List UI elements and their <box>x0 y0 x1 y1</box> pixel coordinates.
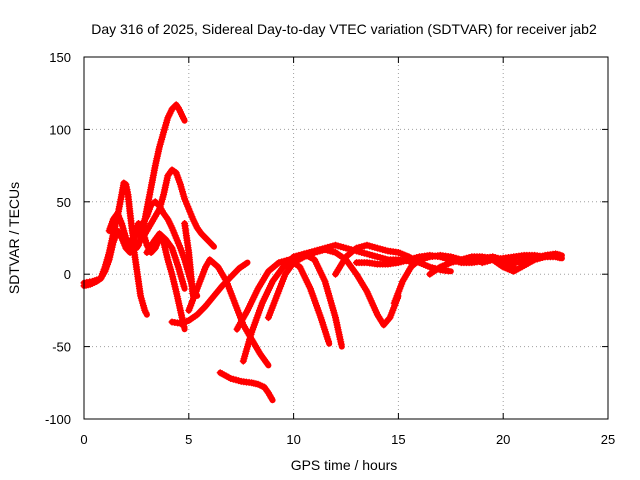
data-point-marker <box>180 282 188 290</box>
x-tick-label: 25 <box>601 432 615 447</box>
data-point-marker <box>230 270 238 278</box>
y-tick-label: -50 <box>52 340 71 355</box>
series-arc-2 <box>80 101 188 287</box>
series-arc-6 <box>143 230 188 292</box>
data-point-marker <box>227 273 235 281</box>
data-point-marker <box>180 115 188 122</box>
series-arc-7 <box>181 220 197 299</box>
y-tick-label: 100 <box>49 122 71 137</box>
series-arc-19 <box>478 252 559 275</box>
data-point-marker <box>267 394 275 402</box>
x-tick-label: 20 <box>496 432 510 447</box>
data-point-marker <box>444 267 452 275</box>
series-arc-12 <box>239 250 345 365</box>
x-tick-label: 5 <box>185 432 192 447</box>
series-arc-5 <box>130 249 150 318</box>
plot-frame <box>83 56 609 420</box>
series-arc-11 <box>233 256 333 347</box>
data-point-marker <box>195 309 203 317</box>
chart-title: Day 316 of 2025, Sidereal Day-to-day VTE… <box>91 21 597 37</box>
y-tick-label: 150 <box>49 50 71 65</box>
data-point-marker <box>200 304 208 312</box>
data-point-marker <box>142 309 150 317</box>
data-point-marker <box>193 311 201 319</box>
series-layer <box>80 101 565 404</box>
data-point-marker <box>549 252 557 260</box>
y-axis-ticks: -100 -50 0 50 100 150 <box>45 50 608 427</box>
y-tick-label: 50 <box>57 195 71 210</box>
x-axis-label: GPS time / hours <box>291 457 398 473</box>
data-point-marker <box>233 266 241 274</box>
data-point-marker <box>263 360 271 367</box>
series-arc-8 <box>168 259 251 327</box>
x-tick-label: 15 <box>391 432 405 447</box>
y-tick-label: 0 <box>64 267 71 282</box>
y-axis-label: SDTVAR / TECUs <box>6 182 22 294</box>
data-point-marker <box>198 306 206 313</box>
x-axis-ticks: 0 5 10 15 20 25 <box>80 57 615 447</box>
series-arc-10 <box>216 369 276 404</box>
y-tick-label: -100 <box>45 412 71 427</box>
data-point-marker <box>241 260 249 268</box>
data-point-marker <box>208 241 216 248</box>
data-point-marker <box>325 337 332 345</box>
x-tick-label: 10 <box>286 432 300 447</box>
x-tick-label: 0 <box>80 432 87 447</box>
data-point-marker <box>337 340 345 348</box>
